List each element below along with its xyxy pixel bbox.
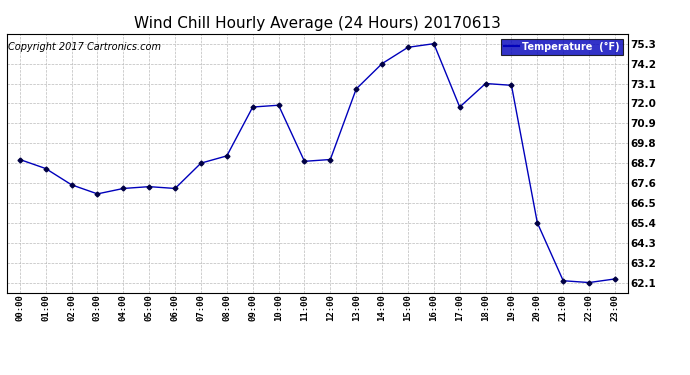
Text: Copyright 2017 Cartronics.com: Copyright 2017 Cartronics.com bbox=[8, 42, 161, 51]
Legend: Temperature  (°F): Temperature (°F) bbox=[501, 39, 623, 54]
Title: Wind Chill Hourly Average (24 Hours) 20170613: Wind Chill Hourly Average (24 Hours) 201… bbox=[134, 16, 501, 31]
